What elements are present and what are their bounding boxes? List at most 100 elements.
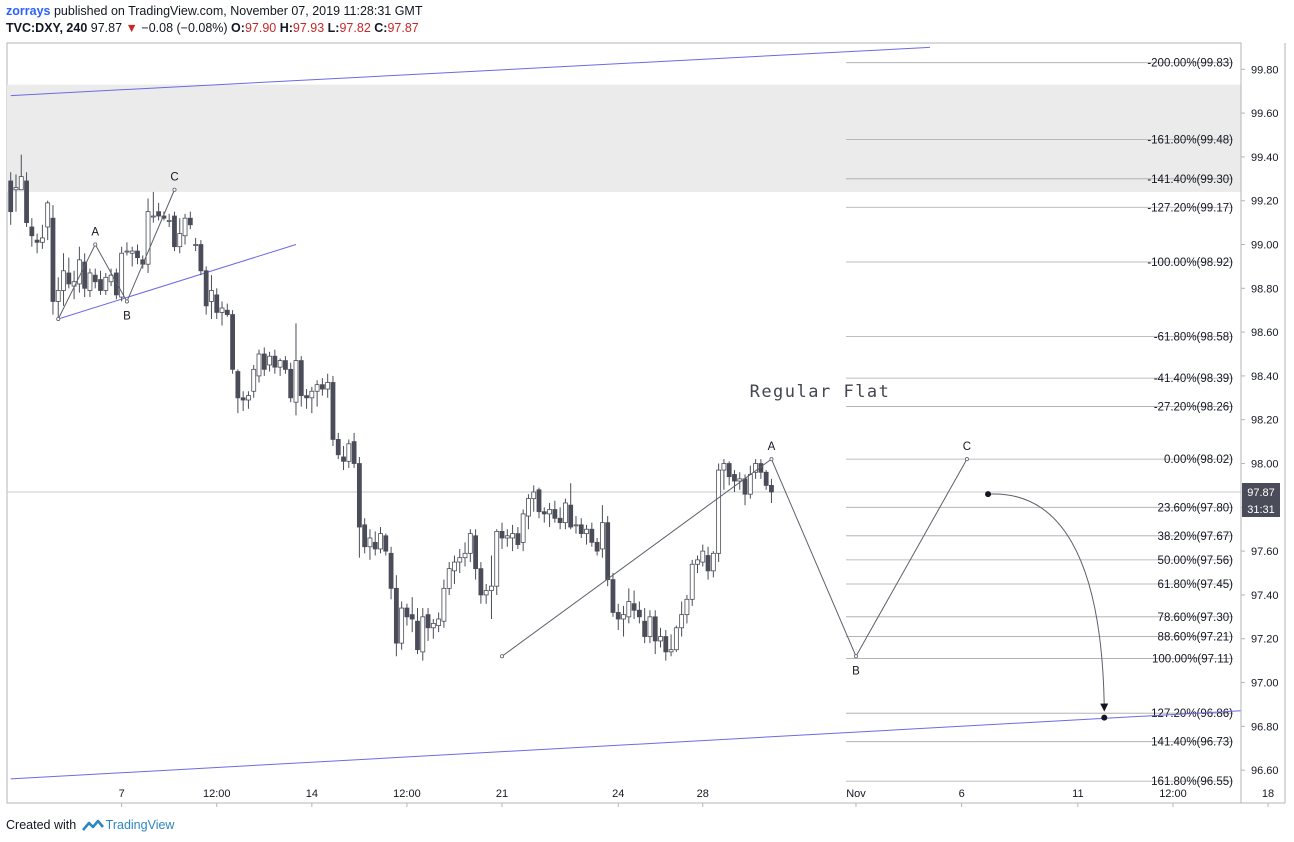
candle-body [578,524,584,535]
candle-body [246,395,251,401]
wave-point [964,457,969,462]
candle-body [209,290,214,302]
candle-body [599,522,605,550]
price-tags: 97.87 31:31 [1242,482,1280,517]
time-axis-label: 11 [1072,788,1083,800]
wave-point [769,457,774,462]
candle-body [362,524,368,548]
candle-body [652,616,658,642]
projection-end-dot [1101,714,1108,721]
candle-body [214,294,220,313]
candle-body [446,568,452,589]
fib-level-label: 100.00%(97.11) [1152,653,1233,665]
candle-body [573,524,579,527]
candle-body [557,517,563,524]
low-label: L: [327,21,340,35]
tradingview-brand[interactable]: TradingView [105,818,175,832]
candle-body [314,384,320,392]
high-value: 97.93 [292,21,325,35]
candle-body [193,244,199,246]
wave-label: A [91,226,99,238]
wave-point [93,242,98,247]
regular-flat-annotation: Regular Flat [750,382,891,402]
price-axis[interactable]: 99.80 99.60 99.40 99.20 99.00 98.80 98.60 98.40… [1241,64,1279,777]
candle-body [563,502,568,524]
fib-level-label: 161.80%(96.55) [1151,776,1233,788]
fib-level-label: -41.40%(98.39) [1154,373,1233,385]
symbol-name[interactable]: TVC:DXY, 240 [6,21,88,35]
candle-body [356,463,362,528]
candle-body [108,274,114,283]
candle-body [462,552,468,559]
fib-level-label: -61.80%(98.58) [1154,331,1233,343]
candle-body [425,614,431,629]
candle-body [367,537,373,548]
candle-body [325,382,331,390]
wave-label: B [852,665,860,677]
time-axis[interactable]: 7 12:00 14 12:00 21 24 28 Nov 6 11 12:00 18 [119,788,1275,807]
price-axis-label: 99.40 [1251,152,1279,164]
candle-body [679,614,685,629]
price-axis-label: 98.40 [1251,371,1279,383]
candle-body [494,531,500,587]
candle-body [98,279,103,291]
candle-body [50,217,56,302]
candle-body [251,368,257,392]
wave-path [501,458,968,658]
price-axis-label: 96.60 [1251,765,1279,777]
created-with-text: Created with [6,818,77,832]
candle-body [700,550,706,563]
candle-body [166,220,172,222]
candle-body [113,272,119,296]
wave-label: C [170,172,178,184]
candle-body [515,533,521,545]
candle-body [605,522,611,580]
fib-level-label: -27.20%(98.26) [1154,402,1233,414]
candle-body [658,636,663,642]
candle-body [737,478,743,482]
candle-body [346,443,352,462]
candle-body [753,463,759,473]
candle-body [156,211,162,217]
price-axis-label: 97.00 [1251,678,1279,690]
close-value: 97.87 [387,21,419,35]
candle-body [177,233,183,248]
candle-body [642,620,648,637]
candle-body [568,504,574,528]
wave-point [500,654,505,659]
candle-body [404,607,410,618]
candle-body [351,441,357,464]
candle-body [240,397,246,401]
price-axis-label: 98.20 [1251,415,1279,427]
candle-body [277,360,283,368]
author-link[interactable]: zorrays [6,4,51,18]
candle-body [145,211,151,265]
projection-start-dot [985,491,992,498]
candle-body [187,217,193,226]
fib-level-label: 38.20%(97.67) [1158,531,1234,543]
price-axis-label: 98.00 [1251,459,1279,471]
candle-body [415,620,420,651]
candle-body [39,237,45,243]
time-axis-label: 7 [119,788,125,800]
price-axis-label: 98.60 [1251,327,1279,339]
candle-body [478,568,484,596]
candle-body [272,355,278,368]
trendline [10,46,930,97]
candle-body [24,180,29,223]
candle-body [18,176,24,191]
candle-body [341,456,346,462]
footer: Created with TradingView [6,816,174,834]
time-axis-label: 12:00 [1159,788,1187,800]
candle-body [473,535,479,570]
candle-body [668,649,674,653]
candle-body [594,541,600,552]
fib-level-label: 61.80%(97.45) [1158,579,1234,591]
candle-body [610,579,616,613]
candle-body [684,598,690,616]
candle-body [219,307,225,313]
fib-level-label: -127.20%(99.17) [1147,202,1233,214]
open-label: O: [231,21,245,35]
candle-body [293,360,299,403]
